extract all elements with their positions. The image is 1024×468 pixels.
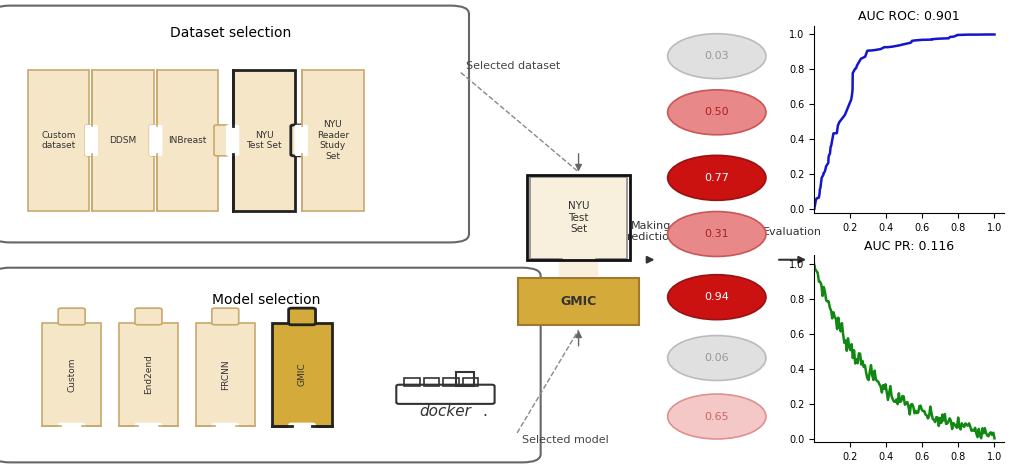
Title: AUC ROC: 0.901: AUC ROC: 0.901: [858, 10, 959, 23]
FancyBboxPatch shape: [530, 176, 627, 258]
Text: 0.06: 0.06: [705, 353, 729, 363]
FancyBboxPatch shape: [214, 125, 229, 156]
Text: Evaluation: Evaluation: [763, 227, 822, 237]
Text: Selected model: Selected model: [522, 435, 609, 445]
Circle shape: [668, 90, 766, 135]
PathPatch shape: [233, 70, 295, 211]
FancyBboxPatch shape: [119, 323, 178, 426]
Text: GMIC: GMIC: [560, 295, 597, 308]
Text: 0.65: 0.65: [705, 411, 729, 422]
Circle shape: [668, 155, 766, 200]
FancyBboxPatch shape: [58, 308, 85, 325]
FancyBboxPatch shape: [136, 424, 161, 435]
Text: Custom
dataset: Custom dataset: [41, 131, 76, 150]
PathPatch shape: [28, 70, 89, 211]
Text: NYU
Test Set: NYU Test Set: [247, 131, 282, 150]
Title: AUC PR: 0.116: AUC PR: 0.116: [863, 240, 954, 253]
FancyBboxPatch shape: [85, 125, 100, 156]
Text: NYU
Test
Set: NYU Test Set: [568, 201, 589, 234]
Text: GMIC: GMIC: [298, 363, 306, 386]
FancyBboxPatch shape: [213, 424, 238, 435]
Text: Selected dataset: Selected dataset: [466, 60, 560, 71]
FancyBboxPatch shape: [290, 424, 314, 435]
FancyBboxPatch shape: [289, 308, 315, 325]
Circle shape: [668, 275, 766, 320]
Text: .: .: [482, 404, 486, 419]
FancyBboxPatch shape: [226, 125, 239, 155]
PathPatch shape: [302, 70, 364, 211]
FancyBboxPatch shape: [196, 323, 255, 426]
FancyBboxPatch shape: [272, 323, 332, 426]
FancyBboxPatch shape: [291, 125, 306, 156]
FancyBboxPatch shape: [150, 125, 165, 156]
PathPatch shape: [157, 70, 218, 211]
Circle shape: [668, 336, 766, 380]
Text: INBreast: INBreast: [168, 136, 207, 145]
Circle shape: [668, 34, 766, 79]
Text: DDSM: DDSM: [110, 136, 136, 145]
FancyBboxPatch shape: [559, 255, 598, 276]
Text: Dataset selection: Dataset selection: [170, 26, 291, 40]
Text: 0.77: 0.77: [705, 173, 729, 183]
Circle shape: [668, 212, 766, 256]
FancyBboxPatch shape: [295, 125, 307, 155]
Text: FRCNN: FRCNN: [221, 359, 229, 390]
Circle shape: [668, 394, 766, 439]
FancyBboxPatch shape: [0, 6, 469, 242]
Text: NYU
Reader
Study
Set: NYU Reader Study Set: [316, 120, 349, 161]
FancyBboxPatch shape: [59, 424, 84, 435]
Text: End2end: End2end: [144, 354, 153, 395]
FancyBboxPatch shape: [150, 125, 162, 155]
Text: 0.31: 0.31: [705, 229, 729, 239]
PathPatch shape: [92, 70, 154, 211]
FancyBboxPatch shape: [85, 125, 97, 155]
FancyBboxPatch shape: [0, 268, 541, 462]
FancyBboxPatch shape: [518, 278, 639, 325]
Text: Model selection: Model selection: [212, 292, 321, 307]
FancyBboxPatch shape: [212, 308, 239, 325]
Text: Making
predictions: Making predictions: [620, 221, 682, 242]
FancyBboxPatch shape: [42, 323, 101, 426]
Text: 0.94: 0.94: [705, 292, 729, 302]
Text: 0.50: 0.50: [705, 107, 729, 117]
Text: docker: docker: [420, 404, 471, 419]
FancyBboxPatch shape: [135, 308, 162, 325]
Text: Custom: Custom: [68, 357, 76, 392]
Text: 0.03: 0.03: [705, 51, 729, 61]
